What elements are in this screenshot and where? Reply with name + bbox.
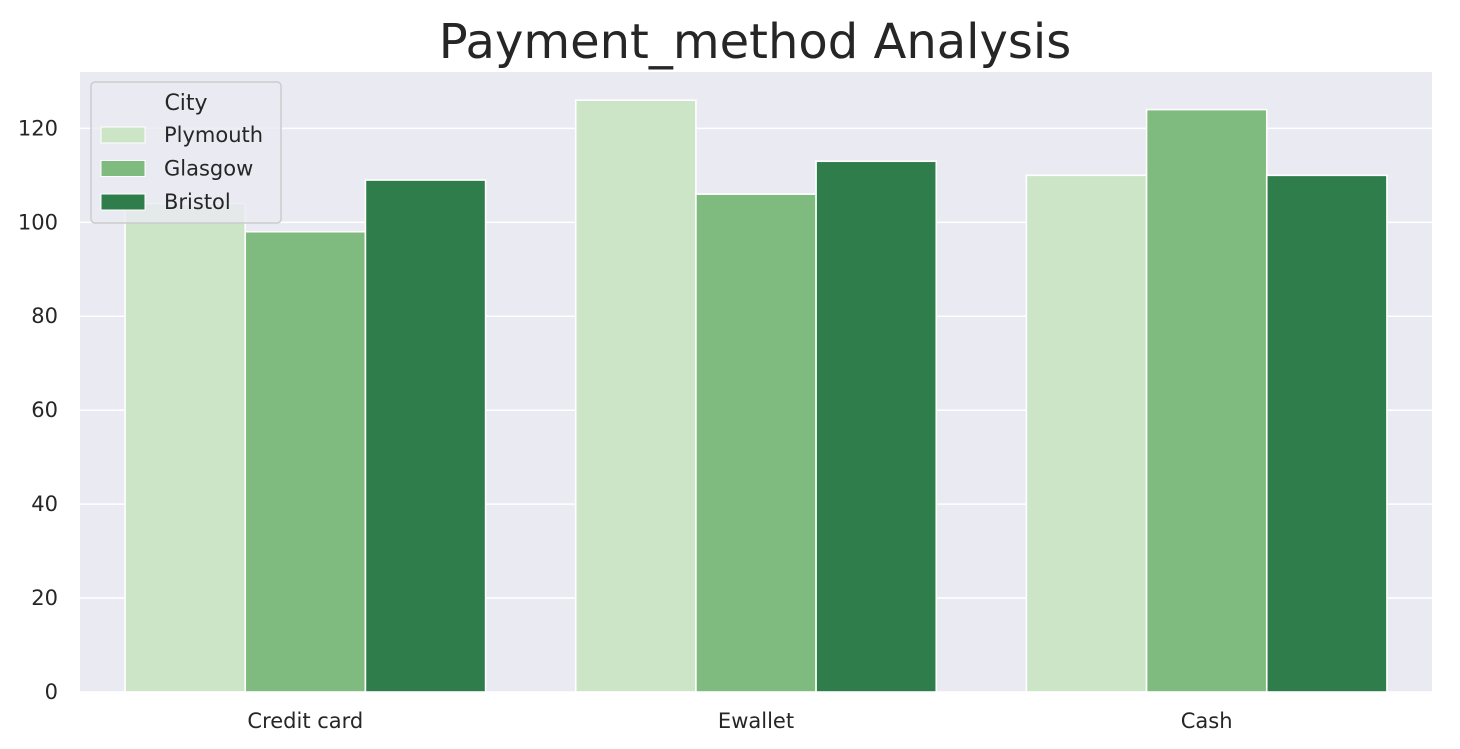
x-tick-label: Cash xyxy=(1181,709,1233,733)
legend-frame xyxy=(90,81,282,224)
x-tick-label: Ewallet xyxy=(718,709,794,733)
x-axis: Credit card Ewallet Cash xyxy=(247,709,1232,733)
legend-label-plymouth: Plymouth xyxy=(164,123,263,147)
y-tick-label: 120 xyxy=(18,116,58,140)
legend-swatch-bristol xyxy=(100,193,146,211)
y-tick-label: 0 xyxy=(45,680,58,704)
bar-plymouth-cash xyxy=(1025,174,1148,693)
legend-swatch-plymouth xyxy=(100,126,146,144)
bar-bristol-credit-card xyxy=(364,179,487,693)
y-tick-label: 60 xyxy=(31,398,58,422)
legend-items: Plymouth Glasgow Bristol xyxy=(100,123,263,214)
y-tick-label: 80 xyxy=(31,304,58,328)
chart-title: Payment_method Analysis xyxy=(439,14,1072,70)
bar-glasgow-cash xyxy=(1145,108,1268,693)
legend: City Plymouth Glasgow Bristol xyxy=(90,81,282,224)
bar-plymouth-credit-card xyxy=(124,202,247,693)
y-tick-label: 100 xyxy=(18,210,58,234)
y-tick-label: 20 xyxy=(31,586,58,610)
legend-label-bristol: Bristol xyxy=(164,190,231,214)
legend-label-glasgow: Glasgow xyxy=(164,157,253,181)
x-tick-label: Credit card xyxy=(247,709,363,733)
legend-title: City xyxy=(164,91,207,116)
bars xyxy=(124,99,1388,693)
bar-bristol-ewallet xyxy=(815,160,938,693)
y-axis: 0 20 40 60 80 100 120 xyxy=(18,116,58,704)
legend-swatch-glasgow xyxy=(100,160,146,177)
y-tick-label: 40 xyxy=(31,492,58,516)
bar-glasgow-ewallet xyxy=(695,193,817,693)
bar-bristol-cash xyxy=(1265,174,1388,693)
bar-plymouth-ewallet xyxy=(574,99,697,693)
bar-glasgow-credit-card xyxy=(244,230,367,693)
